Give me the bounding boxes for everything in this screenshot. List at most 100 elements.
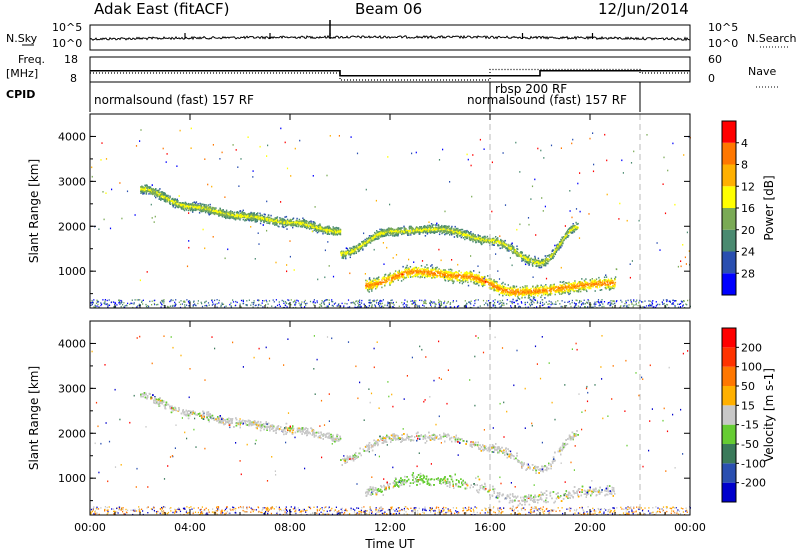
scatter-cell — [530, 287, 532, 290]
scatter-cell — [300, 223, 303, 225]
scatter-cell — [175, 199, 177, 202]
scatter-cell — [512, 252, 514, 255]
scatter-cell — [586, 283, 588, 286]
scatter-cell — [305, 224, 307, 227]
scatter-cell — [469, 232, 471, 235]
scatter-cell — [595, 282, 598, 285]
scatter-cell — [207, 210, 210, 213]
scatter-cell — [328, 226, 330, 229]
scatter-cell — [225, 215, 228, 218]
scatter-cell — [211, 210, 214, 212]
scatter-cell — [494, 281, 496, 283]
scatter-cell — [423, 229, 425, 232]
scatter-cell — [394, 235, 396, 237]
scatter-cell — [502, 291, 504, 293]
scatter-cell — [219, 212, 221, 214]
scatter-cell — [376, 283, 379, 286]
scatter-cell — [166, 200, 168, 203]
scatter-cell — [541, 291, 543, 294]
scatter-cell — [165, 194, 168, 197]
scatter-cell — [470, 236, 472, 238]
scatter-cell — [501, 244, 504, 246]
scatter-cell — [194, 203, 196, 206]
power-scatter — [90, 127, 691, 309]
scatter-cell — [345, 254, 347, 257]
scatter-cell — [400, 273, 402, 275]
scatter-cell — [412, 267, 414, 270]
scatter-cell — [537, 287, 539, 289]
scatter-cell — [217, 211, 220, 214]
scatter-cell — [271, 219, 273, 221]
scatter-cell — [386, 280, 389, 283]
scatter-cell — [346, 249, 349, 252]
scatter-cell — [374, 279, 377, 281]
scatter-cell — [143, 192, 145, 195]
scatter-cell — [332, 228, 334, 230]
scatter-cell — [569, 292, 571, 295]
scatter-cell — [506, 287, 509, 289]
scatter-cell — [607, 283, 609, 286]
scatter-cell — [455, 232, 457, 234]
scatter-cell — [611, 282, 613, 284]
scatter-cell — [496, 285, 499, 287]
scatter-cell — [549, 291, 552, 293]
scatter-cell — [349, 256, 351, 259]
scatter-cell — [532, 265, 534, 267]
scatter-cell — [481, 243, 483, 245]
scatter-cell — [525, 293, 527, 296]
scatter-cell — [534, 257, 536, 259]
scatter-cell — [540, 262, 542, 265]
scatter-cell — [429, 270, 431, 273]
scatter-cell — [438, 233, 441, 236]
scatter-cell — [466, 237, 469, 240]
scatter-cell — [464, 230, 467, 232]
scatter-cell — [596, 285, 598, 287]
scatter-cell — [524, 292, 526, 294]
scatter-cell — [533, 261, 536, 264]
scatter-cell — [239, 216, 241, 218]
scatter-cell — [495, 241, 497, 244]
scatter-cell — [276, 223, 278, 225]
scatter-cell — [490, 278, 492, 281]
scatter-cell — [566, 282, 568, 284]
scatter-cell — [516, 255, 518, 257]
scatter-cell — [478, 271, 481, 274]
scatter-cell — [500, 288, 503, 290]
scatter-cell — [580, 281, 582, 283]
scatter-cell — [428, 270, 430, 273]
scatter-cell — [522, 259, 524, 261]
scatter-cell — [283, 219, 286, 222]
scatter-cell — [493, 282, 495, 285]
scatter-cell — [177, 200, 179, 202]
scatter-cell — [611, 287, 614, 289]
scatter-cell — [183, 206, 185, 208]
scatter-cell — [242, 218, 244, 221]
scatter-cell — [558, 248, 560, 251]
scatter-cell — [474, 277, 476, 280]
scatter-cell — [381, 281, 384, 284]
scatter-cell — [282, 219, 285, 222]
scatter-cell — [160, 195, 162, 198]
scatter-cell — [469, 239, 471, 242]
scatter-cell — [393, 275, 395, 277]
scatter-cell — [530, 290, 533, 292]
scatter-cell — [548, 289, 550, 292]
scatter-cell — [185, 209, 188, 211]
scatter-cell — [199, 204, 201, 207]
scatter-cell — [382, 234, 385, 236]
scatter-cell — [153, 191, 155, 194]
scatter-cell — [236, 214, 238, 216]
scatter-cell — [169, 202, 171, 205]
scatter-cell — [540, 266, 543, 269]
scatter-cell — [430, 227, 432, 230]
scatter-cell — [371, 280, 373, 283]
scatter-cell — [538, 264, 540, 267]
scatter-cell — [554, 247, 557, 250]
scatter-cell — [443, 225, 445, 228]
scatter-cell — [284, 223, 286, 226]
scatter-cell — [509, 286, 512, 289]
scatter-cell — [424, 269, 426, 271]
scatter-cell — [254, 216, 256, 219]
scatter-cell — [409, 229, 411, 232]
